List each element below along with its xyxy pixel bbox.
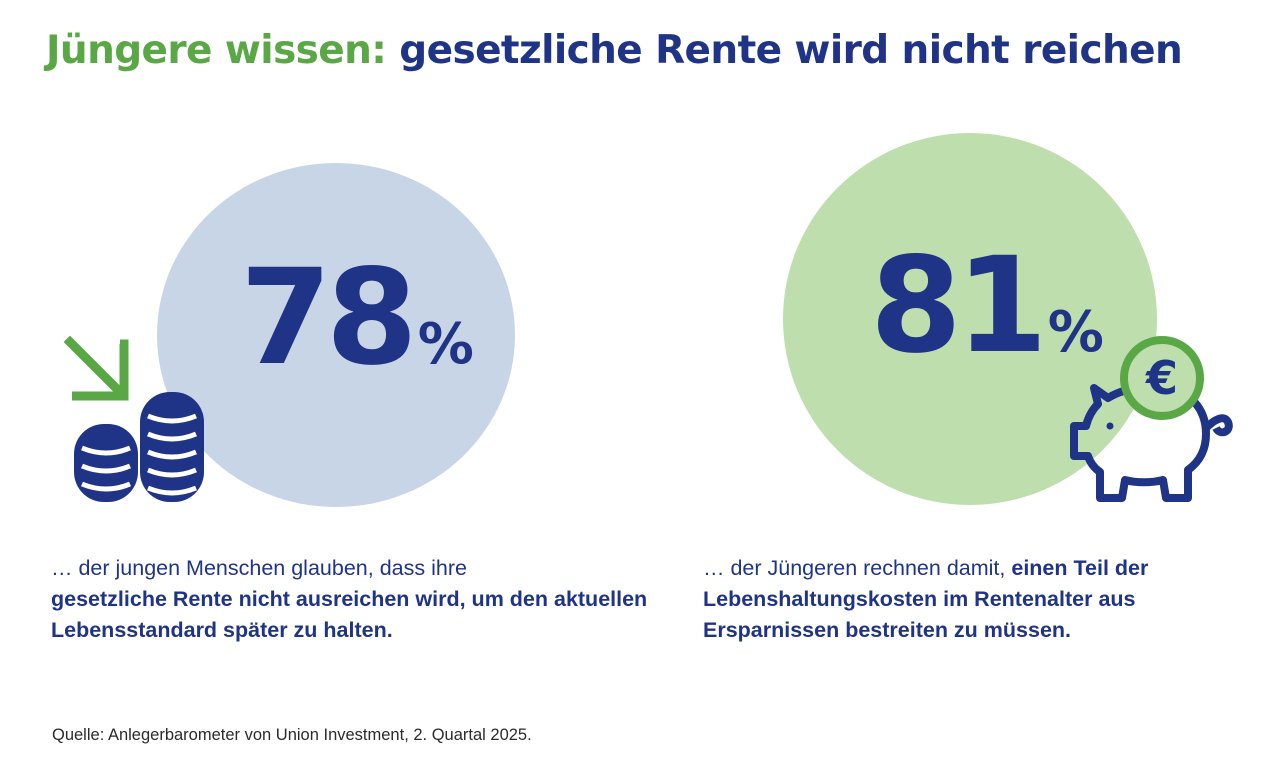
stat-description-bold: gesetzliche Rente nicht ausreichen wird,… [51, 587, 648, 642]
stat-value: 81 [870, 229, 1048, 383]
title-highlight: Jüngere wissen: [46, 28, 387, 73]
stat-value: 78 [240, 241, 418, 395]
stat-percentage-right: 81% [870, 240, 1104, 372]
stat-description-regular: … der Jüngeren rechnen damit, [703, 556, 1006, 580]
page-title: Jüngere wissen: gesetzliche Rente wird n… [46, 28, 1183, 75]
percent-sign: % [1047, 300, 1104, 365]
coin-stack-right [140, 392, 204, 502]
coins-down-arrow-icon [64, 336, 204, 502]
down-arrow-icon [64, 336, 129, 401]
stat-circle-left [157, 163, 515, 507]
coin-stack-left [74, 424, 138, 502]
source-note: Quelle: Anlegerbarometer von Union Inves… [52, 726, 532, 744]
stat-description-bold: einen Teil der Lebenshaltungskosten im R… [703, 556, 1149, 642]
stat-circle-right [783, 133, 1157, 505]
stat-description-right: … der Jüngeren rechnen damit, einen Teil… [703, 553, 1263, 646]
piggy-bank-euro-icon: € [1070, 336, 1233, 502]
euro-coin-icon: € [1120, 336, 1204, 420]
title-main: gesetzliche Rente wird nicht reichen [399, 28, 1183, 73]
stat-description-regular: … der jungen Menschen glauben, dass ihre [51, 556, 467, 580]
stat-percentage-left: 78% [240, 252, 474, 384]
percent-sign: % [417, 312, 474, 377]
stat-description-left: … der jungen Menschen glauben, dass ihre… [51, 553, 651, 646]
svg-text:€: € [1145, 351, 1178, 405]
